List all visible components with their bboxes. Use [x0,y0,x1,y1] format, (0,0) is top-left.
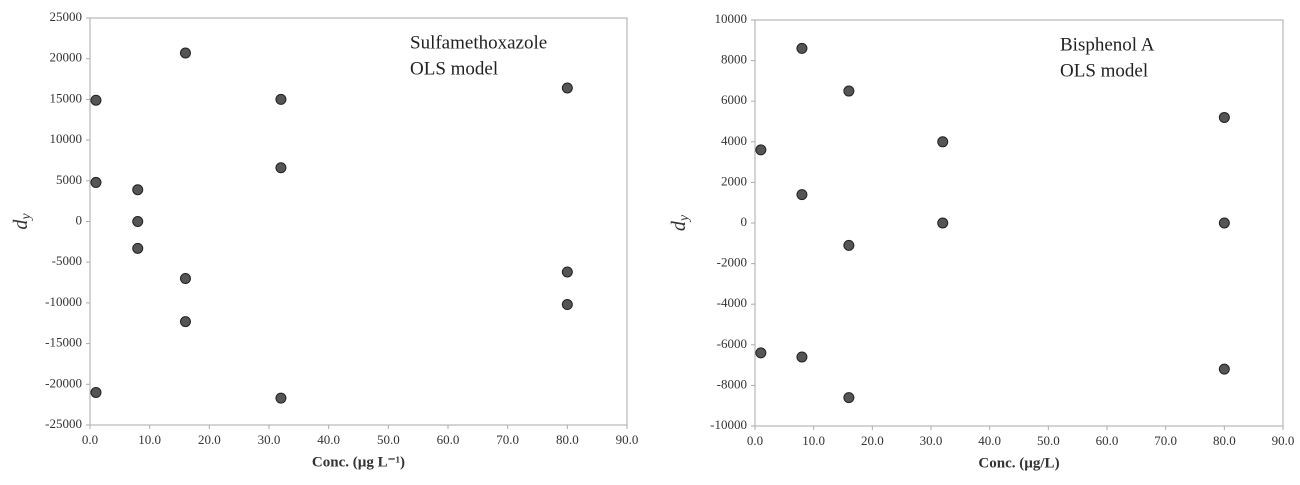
x-tick-label: 90.0 [1272,433,1295,448]
point [1218,217,1230,229]
y-axis-label: dy [668,214,693,231]
x-tick-label: 80.0 [1213,433,1236,448]
point [275,93,287,105]
x-tick-label: 20.0 [198,432,221,447]
y-tick-label: 2000 [721,173,747,188]
x-axis-label: Conc. (µg L⁻¹) [312,454,405,470]
point [843,392,855,404]
point [275,392,287,404]
point [132,216,144,227]
y-tick-label: -4000 [717,295,747,310]
y-tick-label: 4000 [721,133,747,148]
y-tick-label: 25000 [50,9,83,24]
x-tick-label: 70.0 [1154,433,1177,448]
y-axis-label-subscript: y [677,214,692,223]
y-tick-label: -10000 [45,294,82,309]
point [843,85,855,97]
y-tick-label: 8000 [721,52,747,67]
y-tick-label: 10000 [50,131,83,146]
x-tick-label: 30.0 [920,433,943,448]
point [132,184,144,196]
point [755,144,767,156]
y-tick-label: 0 [741,214,748,229]
point [843,239,855,251]
point [1218,111,1230,123]
point [937,136,949,148]
y-tick-label: -2000 [717,255,747,270]
y-axis-label-main: d [668,220,690,231]
y-tick-label: 10000 [715,11,748,26]
x-tick-label: 20.0 [861,433,884,448]
y-tick-label: -5000 [52,253,82,268]
plot-frame [754,19,1284,427]
y-tick-label: 5000 [56,172,82,187]
y-tick-label: -8000 [717,376,747,391]
point [90,386,102,398]
annotation: Sulfamethoxazole [410,32,547,53]
x-tick-label: 70.0 [496,432,519,447]
chart: -10000 -8000 -6000 -4000 -2000 0 2000 4000 6000 8… [668,11,1295,471]
y-axis-label: dy [10,213,35,230]
x-tick-label: 50.0 [377,432,400,447]
point [561,266,573,278]
y-tick-label: -25000 [45,416,82,431]
chart: -25000 -20000 -15000 -10000 -5000 0 5000 10000 1… [10,9,639,470]
annotation: Bisphenol A [1060,34,1155,55]
y-axis-label-main: d [10,219,32,230]
y-tick-label: -20000 [45,375,82,390]
y-tick-label: -15000 [45,335,82,350]
plot-frame [89,17,628,426]
point [90,176,102,188]
point [179,272,191,284]
y-tick-label: -6000 [717,336,747,351]
y-axis-label-subscript: y [19,213,34,222]
x-tick-label: 60.0 [1096,433,1119,448]
point [1218,363,1230,375]
point [275,162,287,174]
x-tick-label: 30.0 [258,432,281,447]
x-tick-label: 0.0 [747,433,763,448]
y-tick-label: 15000 [50,90,83,105]
point [179,316,191,328]
y-tick-label: -10000 [710,417,747,432]
point [796,42,808,54]
x-tick-label: 40.0 [978,433,1001,448]
point [179,47,191,59]
annotation: OLS model [410,58,498,79]
point [561,299,573,311]
x-tick-label: 50.0 [1037,433,1060,448]
y-tick-label: 6000 [721,92,747,107]
x-tick-label: 90.0 [616,432,639,447]
x-tick-label: 10.0 [802,433,825,448]
y-tick-label: 0 [76,212,83,227]
x-tick-label: 80.0 [556,432,579,447]
point [132,242,144,254]
point [796,189,808,201]
annotation: OLS model [1060,60,1148,81]
point [561,82,573,94]
x-tick-label: 60.0 [437,432,460,447]
point [937,217,949,229]
x-tick-label: 0.0 [82,432,98,447]
point [90,94,102,106]
x-axis-label: Conc. (µg/L) [978,455,1059,471]
point [796,351,808,363]
x-tick-label: 40.0 [317,432,340,447]
y-tick-label: 20000 [50,50,83,65]
point [755,347,767,359]
x-tick-label: 10.0 [138,432,161,447]
